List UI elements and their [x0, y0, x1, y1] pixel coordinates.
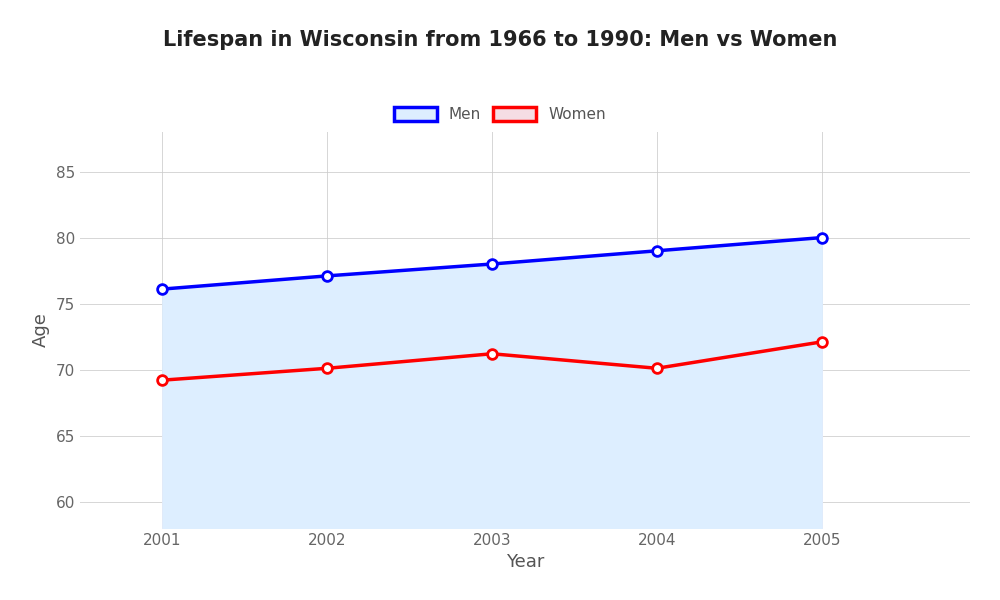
- X-axis label: Year: Year: [506, 553, 544, 571]
- Text: Lifespan in Wisconsin from 1966 to 1990: Men vs Women: Lifespan in Wisconsin from 1966 to 1990:…: [163, 30, 837, 50]
- Y-axis label: Age: Age: [32, 313, 50, 347]
- Legend: Men, Women: Men, Women: [394, 107, 606, 122]
